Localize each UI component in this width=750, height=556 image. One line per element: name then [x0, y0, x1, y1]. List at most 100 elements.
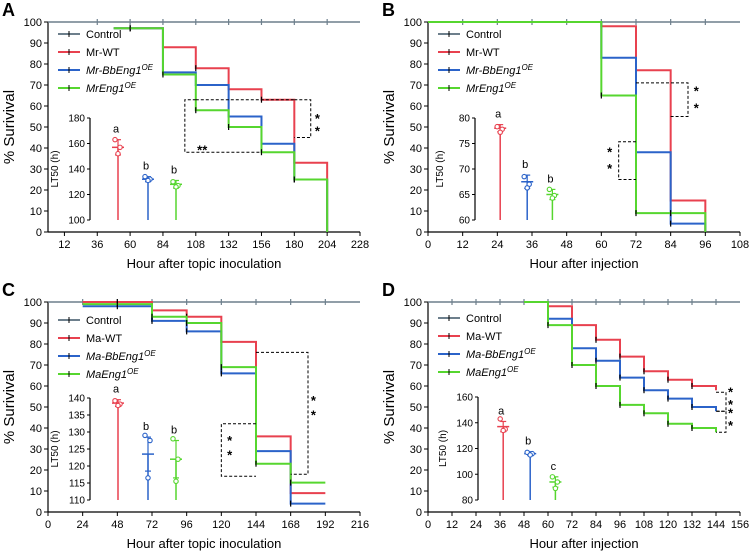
y-tick-label: 70 — [410, 80, 422, 92]
series-line-4 — [113, 27, 329, 232]
inset-point — [497, 129, 503, 136]
x-tick-label: 132 — [219, 239, 237, 251]
significance-mark: * — [311, 393, 317, 408]
y-tick-label: 30 — [30, 444, 42, 456]
x-axis-label: Hour after injection — [529, 536, 638, 551]
significance-mark: * — [728, 385, 734, 400]
y-tick-label: 30 — [410, 444, 422, 456]
y-tick-label: 20 — [410, 465, 422, 477]
inset-point — [142, 173, 148, 180]
x-tick-label: 72 — [146, 519, 158, 531]
inset-y-tick-label: 140 — [68, 165, 85, 176]
bracket — [294, 99, 312, 138]
x-tick-label: 156 — [252, 239, 270, 251]
inset-y-tick-label: 180 — [68, 114, 85, 125]
legend-superscript: OE — [125, 81, 137, 90]
legend: Control Ma-WT Ma-BbEng1OE MaEng1OE — [438, 313, 536, 379]
inset-y-tick-label: 135 — [68, 411, 85, 422]
inset-point — [112, 136, 118, 143]
inset-point — [145, 177, 151, 184]
x-axis-label: Hour after topic inoculation — [127, 256, 282, 271]
y-tick-label: 100 — [404, 297, 422, 309]
bracket — [184, 99, 262, 153]
x-tick-label: 48 — [518, 519, 530, 531]
y-tick-label: 40 — [410, 143, 422, 155]
legend-label-2: Ma-WT — [466, 331, 502, 343]
inset-point — [521, 173, 527, 180]
inset-y-tick-label: 140 — [456, 418, 473, 429]
inset-group-letter: a — [113, 384, 120, 396]
inset-point — [147, 437, 153, 444]
inset-point — [145, 475, 151, 481]
inset-point — [117, 144, 123, 151]
panel-a: A 0 10 20 30 40 50 60 70 80 90 100 12 36 60 84 108 132 156… — [1, 0, 369, 271]
x-tick-label: 96 — [614, 519, 626, 531]
y-tick-label: 10 — [410, 206, 422, 218]
legend-label-4: MrEng1OE — [86, 81, 137, 96]
y-tick-label: 40 — [30, 423, 42, 435]
significance-brackets: **** — [607, 82, 700, 180]
x-tick-label: 84 — [665, 239, 677, 251]
inset-y-tick-label: 75 — [459, 139, 471, 150]
legend-superscript: OE — [127, 367, 139, 376]
significance-mark: * — [694, 100, 700, 115]
x-tick-label: 84 — [590, 519, 602, 531]
legend-superscript: OE — [521, 63, 533, 72]
y-axis-label: % Surivival — [1, 90, 18, 164]
x-tick-label: 0 — [425, 519, 431, 531]
inset-group-letter: a — [498, 405, 505, 417]
y-axis-label: % Surivival — [1, 370, 18, 444]
y-tick-label: 60 — [30, 101, 42, 113]
significance-brackets: **** — [220, 351, 317, 477]
y-tick-label: 80 — [410, 339, 422, 351]
panel-b: B 0 10 20 30 40 50 60 70 80 90 100 0 12 24 36 48 60 72 84 96… — [381, 0, 749, 271]
bracket — [220, 423, 256, 477]
bracket — [256, 351, 309, 475]
y-tick-label: 80 — [30, 339, 42, 351]
inset-y-tick-label: 120 — [68, 190, 85, 201]
legend-label-4: MaEng1OE — [466, 365, 519, 380]
legend-label-2: Ma-WT — [86, 333, 122, 345]
legend-superscript: OE — [144, 349, 156, 358]
y-tick-label: 100 — [404, 17, 422, 29]
inset-group-letter: b — [522, 159, 528, 171]
y-tick-label: 50 — [410, 122, 422, 134]
inset-group-letter: b — [171, 425, 177, 437]
x-tick-label: 0 — [425, 239, 431, 251]
inset-y-tick-label: 120 — [456, 444, 473, 455]
legend-label-1: Control — [466, 29, 501, 41]
x-axis-label: Hour after injection — [529, 256, 638, 271]
inset-lt50: 100 120 140 160 180 LT50 (h) a b b — [50, 114, 182, 227]
y-tick-label: 90 — [30, 38, 42, 50]
inset-point — [549, 474, 556, 480]
legend-superscript: OE — [507, 365, 519, 374]
significance-mark: * — [607, 144, 613, 159]
y-axis-label: % Surivival — [381, 90, 398, 164]
significance-mark: * — [227, 448, 233, 463]
inset-point — [173, 184, 179, 190]
inset-point — [546, 186, 553, 193]
inset-y-tick-label: 130 — [68, 428, 85, 439]
x-tick-label: 24 — [77, 519, 89, 531]
bracket — [618, 141, 636, 180]
y-tick-label: 30 — [30, 164, 42, 176]
x-tick-label: 48 — [561, 239, 573, 251]
x-tick-label: 72 — [630, 239, 642, 251]
legend-label-4: MaEng1OE — [86, 367, 139, 382]
y-tick-label: 70 — [30, 80, 42, 92]
significance-mark: * — [694, 84, 700, 99]
panel-label: D — [382, 280, 395, 300]
series-line-2 — [82, 301, 326, 495]
x-tick-label: 24 — [470, 519, 482, 531]
x-tick-label: 204 — [318, 239, 336, 251]
x-tick-label: 96 — [181, 519, 193, 531]
y-tick-label: 0 — [416, 227, 422, 239]
legend: Control Mr-WT Mr-BbEng1OE MrEng1OE — [438, 29, 534, 95]
inset-y-tick-label: 160 — [456, 393, 473, 404]
inset-group-letter: b — [525, 436, 531, 448]
y-tick-label: 90 — [410, 38, 422, 50]
y-tick-label: 50 — [30, 402, 42, 414]
bracket — [716, 410, 727, 433]
panel-d: D 0 10 20 30 40 50 60 70 80 90 100 0 12 24 36 48 60 72 84 96… — [381, 280, 749, 551]
x-tick-label: 12 — [58, 239, 70, 251]
